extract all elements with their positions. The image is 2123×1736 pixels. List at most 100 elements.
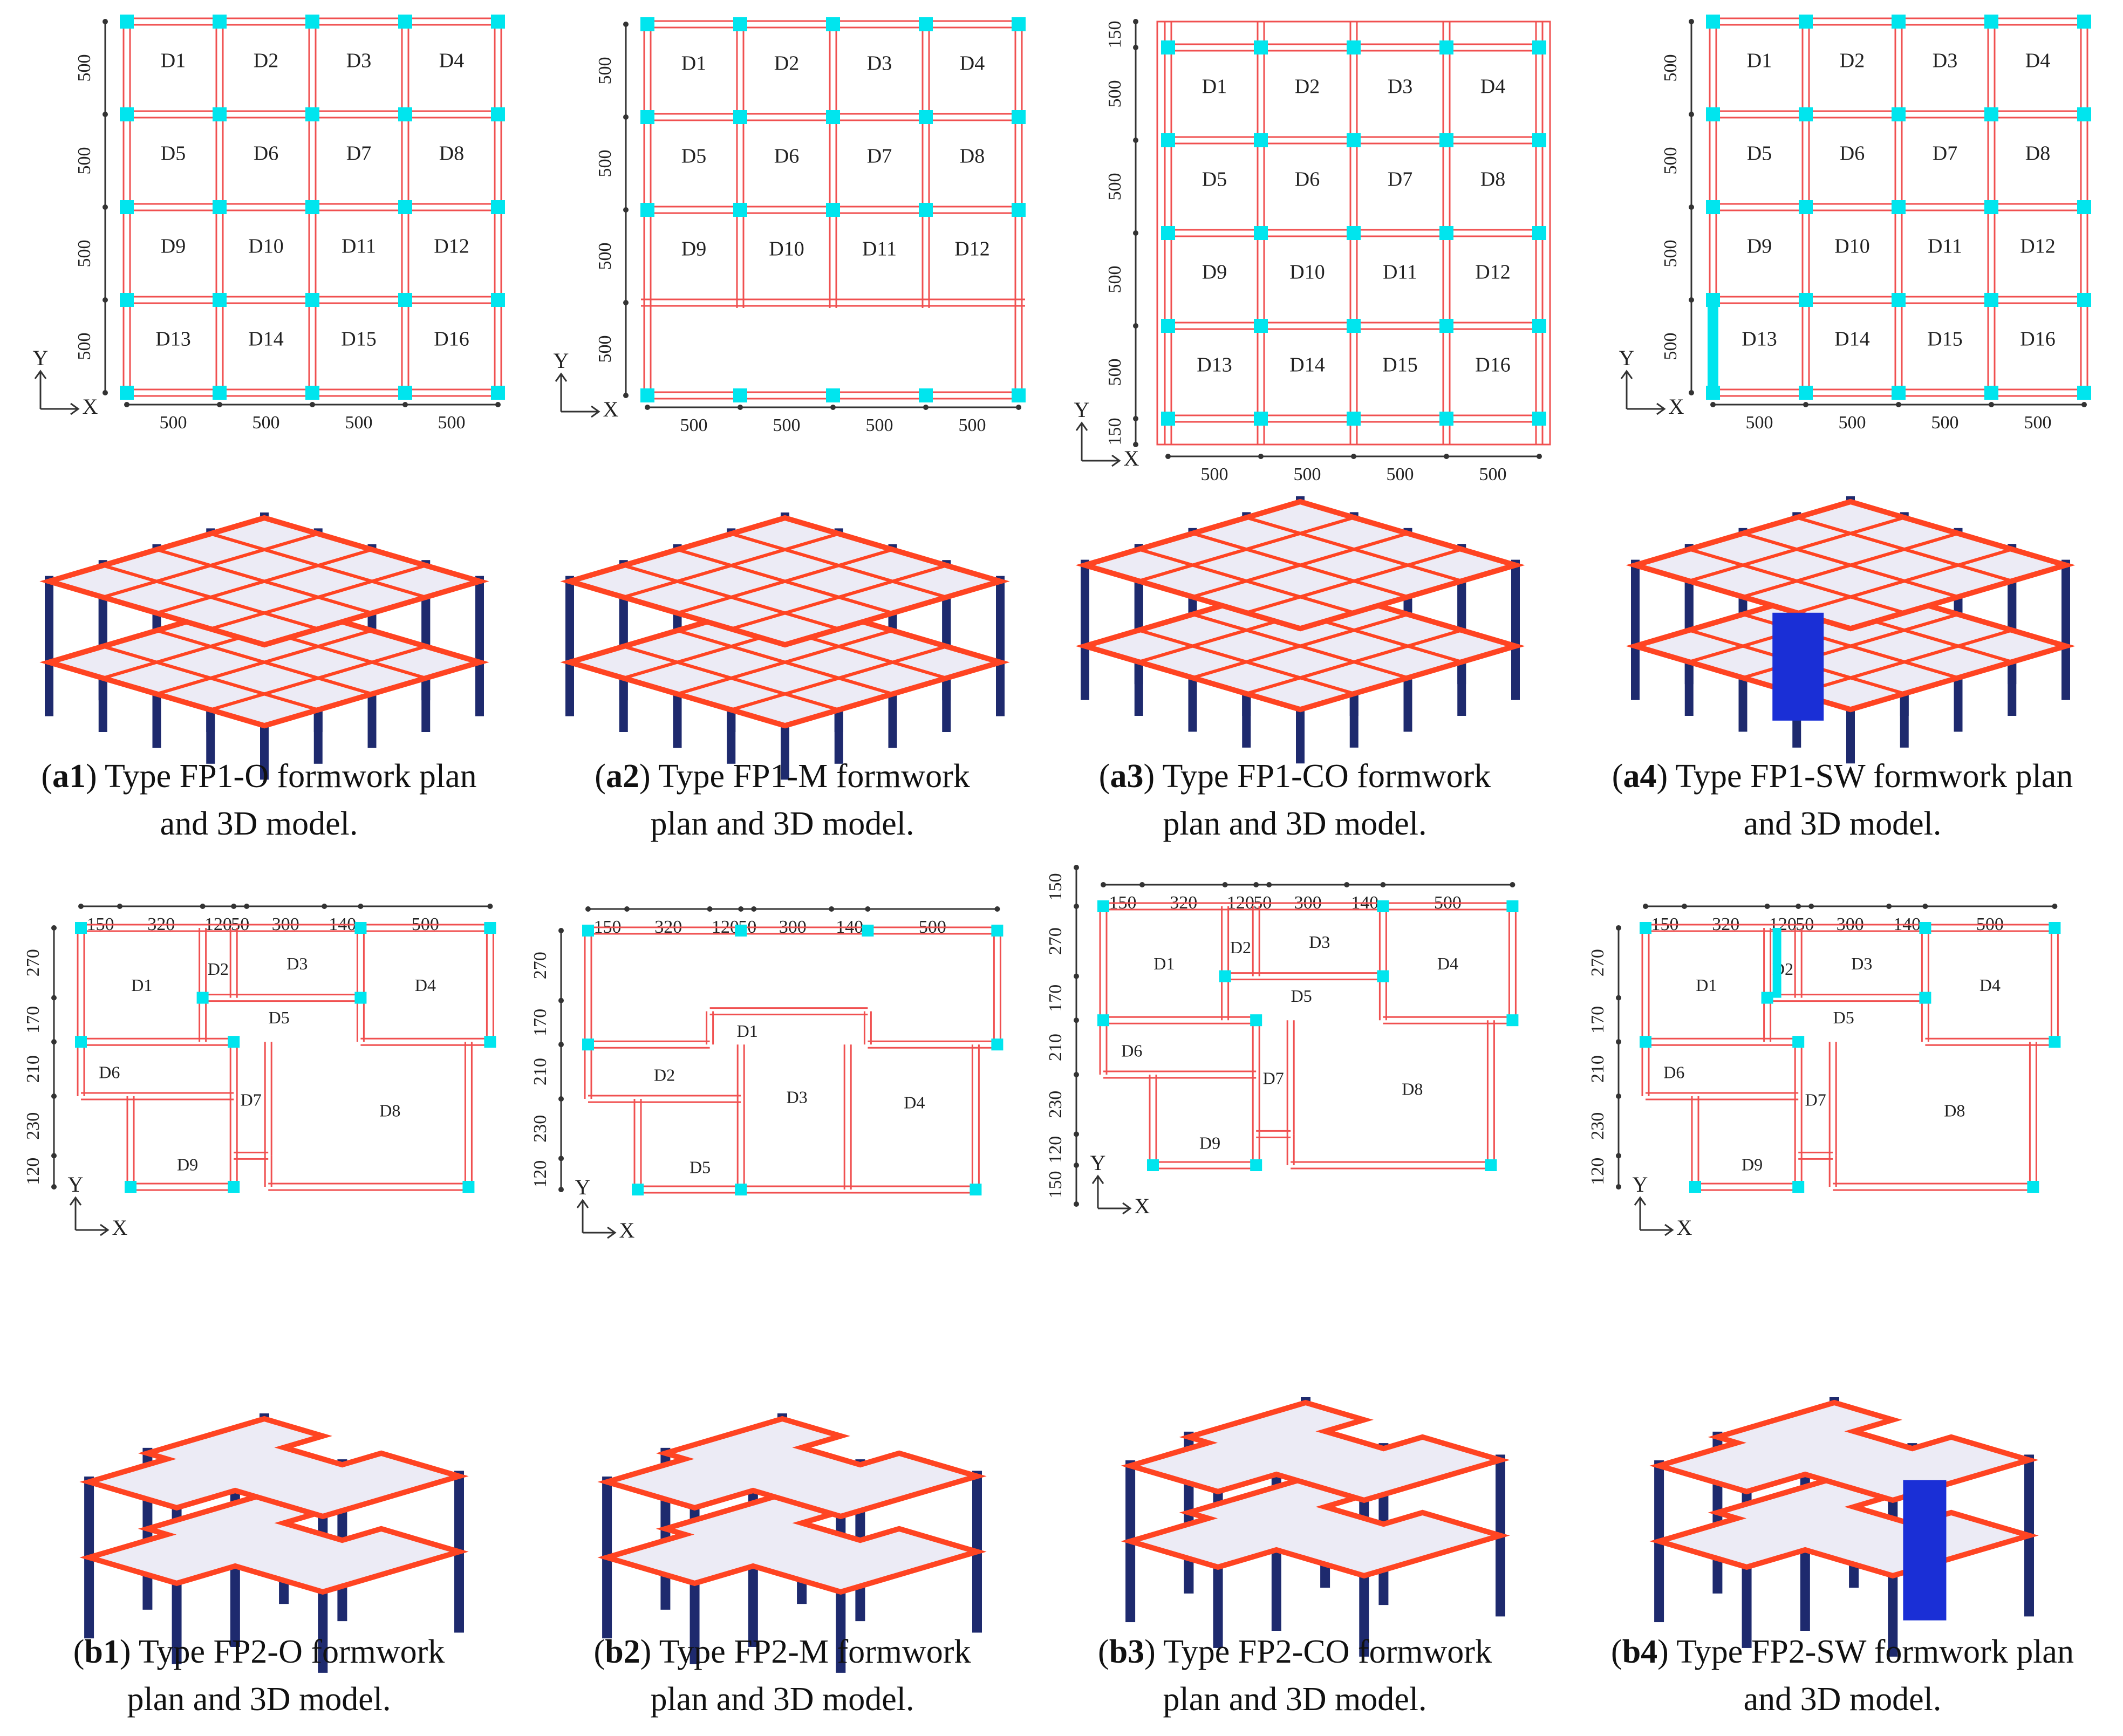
column (1892, 200, 1906, 214)
x-axis-arrowhead (1664, 1224, 1674, 1236)
column (1012, 388, 1026, 402)
dimension-label: 500 (1479, 464, 1507, 484)
column (919, 110, 933, 124)
column (213, 15, 227, 29)
slab-label: D3 (286, 954, 308, 973)
column (2049, 922, 2061, 934)
dimension-tick (1351, 454, 1356, 459)
dimension-tick (1886, 904, 1892, 909)
dimension-tick (51, 1184, 57, 1190)
slab-label: D2 (654, 1065, 675, 1085)
dimension-tick (103, 19, 108, 24)
dimension-label: 210 (1046, 1034, 1066, 1061)
slab-label: D7 (1388, 168, 1412, 191)
dimension-tick (1344, 882, 1350, 887)
slab-label: D4 (2025, 50, 2050, 72)
plan-fp1-co: D1 D2 D3 D4 D5 D6 D7 D8 D9 D10 D11 D12 D13 D14 D15 D16 5… (1074, 19, 1551, 484)
dimension-tick (1808, 904, 1814, 909)
caption-a1: (a1) Type FP1-O formwork plan and 3D mode… (41, 758, 477, 842)
column (1147, 1159, 1159, 1171)
dimension-label: 500 (1387, 464, 1414, 484)
y-axis-arrowhead (1075, 421, 1088, 431)
slab-label: D11 (1928, 235, 1962, 258)
slab-label: D3 (1933, 50, 1957, 72)
dimension-label: 500 (1661, 147, 1681, 175)
dimension-tick (51, 1039, 57, 1045)
column (1792, 1181, 1805, 1193)
slab-label: D10 (769, 238, 804, 261)
dimension-tick (1139, 882, 1145, 887)
slab-label: D7 (1805, 1090, 1826, 1109)
upper-slab (79, 1416, 469, 1520)
slab-label: D10 (1289, 261, 1325, 284)
column (582, 925, 594, 937)
column (1799, 293, 1813, 307)
dimension-tick (244, 904, 250, 909)
column (1012, 110, 1026, 124)
slab-label: D3 (1388, 76, 1412, 98)
slab-label: D1 (1696, 975, 1717, 995)
slab-label: D8 (960, 145, 985, 168)
column (398, 293, 412, 307)
slab-label: D1 (1747, 50, 1772, 72)
column (120, 200, 134, 214)
dimension-label: 500 (1661, 333, 1681, 360)
dimension-tick (103, 297, 108, 303)
dimension-tick (623, 300, 629, 305)
y-axis-label: Y (33, 346, 49, 370)
dimension-label: 270 (23, 949, 43, 976)
dimension-tick (623, 207, 629, 213)
dimension-tick (103, 204, 108, 210)
beam-3d (156, 628, 373, 696)
dimension-tick (558, 1042, 564, 1048)
beam-3d (1742, 531, 1959, 599)
slab-label: D11 (1383, 261, 1417, 284)
dimension-tick (623, 114, 629, 120)
dimension-label: 500 (1201, 464, 1228, 484)
slab-label: D12 (434, 235, 469, 258)
caption-tag: b2 (605, 1634, 640, 1670)
dimension-tick (1074, 973, 1079, 979)
dimension-label: 500 (595, 57, 615, 85)
dimension-tick (358, 904, 364, 909)
column (919, 203, 933, 217)
slab-label: D16 (1475, 354, 1510, 377)
caption-a4: (a4) Type FP1-SW formwork plan and 3D mod… (1612, 758, 2073, 842)
beam-3d (156, 548, 373, 615)
column (1799, 15, 1813, 29)
x-axis-label: X (619, 1218, 635, 1242)
beam-3d (1796, 628, 2013, 695)
column (1761, 992, 1773, 1004)
dimension-tick (1074, 865, 1079, 870)
dimension-tick (402, 402, 408, 407)
column (1012, 17, 1026, 31)
column (1347, 319, 1361, 333)
column (125, 1181, 136, 1193)
x-axis-label: X (1124, 446, 1139, 470)
column (632, 1184, 644, 1195)
dimension-label: 500 (438, 413, 466, 433)
column (75, 922, 87, 934)
column (196, 992, 209, 1004)
column-3d (45, 576, 53, 716)
beam-3d (731, 564, 947, 631)
column (1799, 200, 1813, 214)
slab-label: D6 (254, 142, 278, 165)
dimension-label: 500 (595, 150, 615, 177)
x-axis-arrowhead (100, 1224, 110, 1236)
slab-label: D4 (1480, 76, 1505, 98)
beam-3d (1192, 531, 1409, 599)
column (1250, 1159, 1262, 1171)
caption-a3: (a3) Type FP1-CO formwork plan and 3D mod… (1098, 758, 1491, 842)
dimension-tick (1074, 1017, 1079, 1023)
slab-label: D13 (1742, 328, 1777, 351)
x-axis-arrowhead (1111, 454, 1121, 467)
slab-label: D9 (161, 235, 186, 258)
column (733, 388, 747, 402)
y-axis-label: Y (1633, 1172, 1648, 1197)
x-axis-label: X (1669, 394, 1684, 419)
slab-label: D10 (1834, 235, 1869, 258)
slab-label: D9 (1202, 261, 1227, 284)
